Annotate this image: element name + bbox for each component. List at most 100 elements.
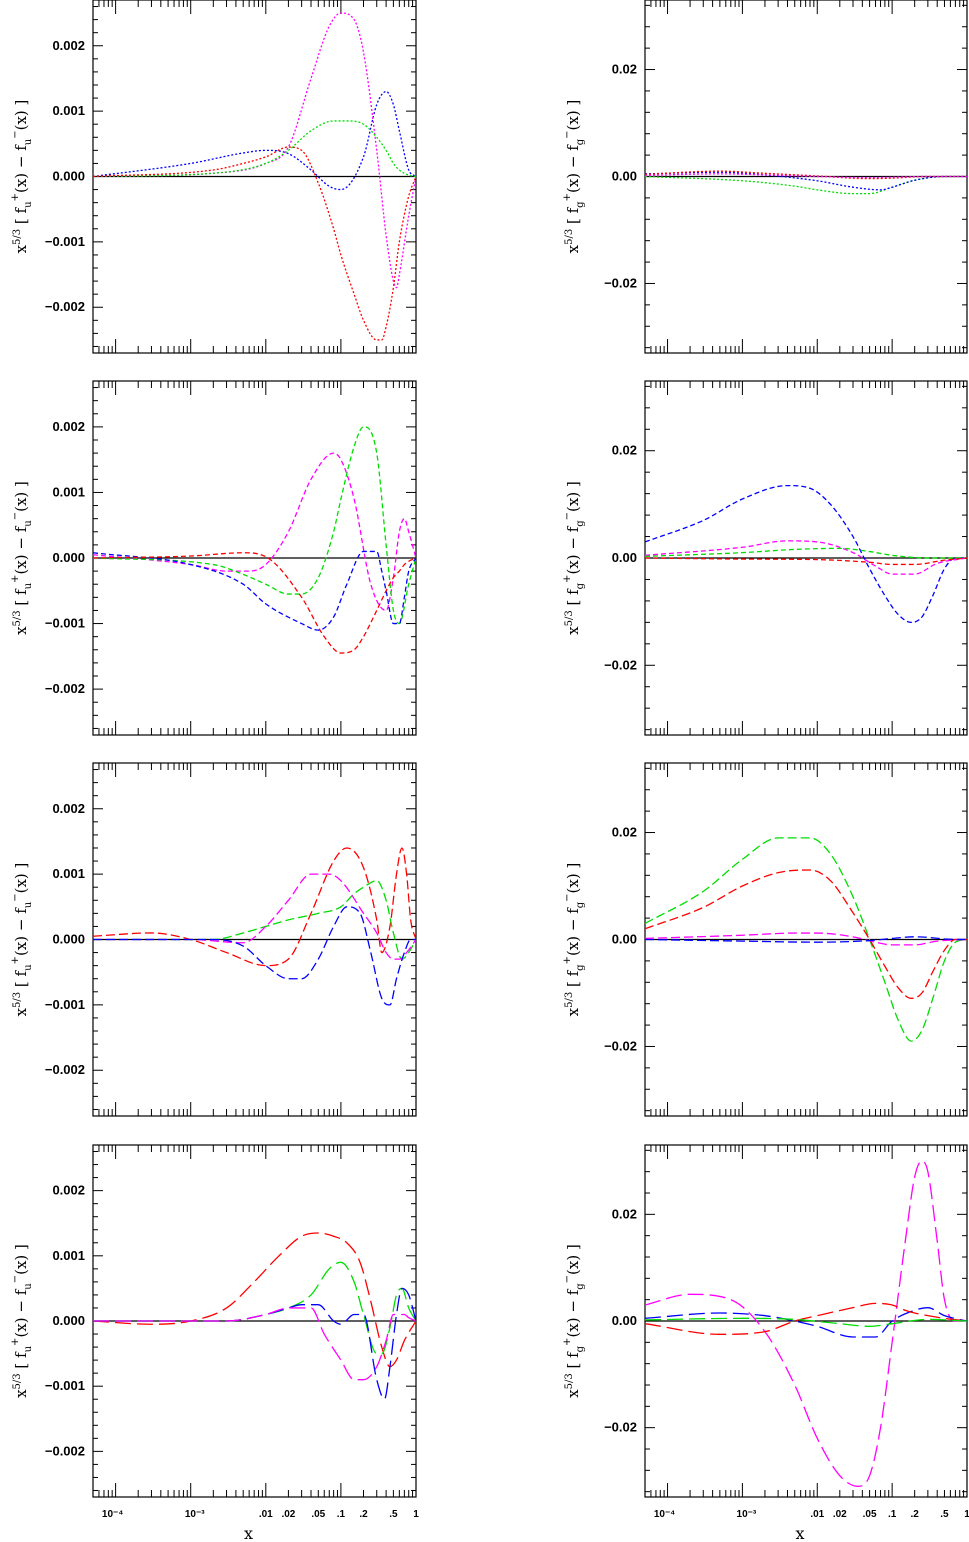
ylabel-part-sup: 5/3 (564, 229, 575, 245)
ylabel-part-sup2: + (10, 956, 21, 964)
series-line-blue (645, 484, 967, 624)
ylabel-part-sup2: + (10, 1338, 21, 1346)
x-tick-label: .5 (389, 1509, 398, 1520)
series-line-green (645, 837, 967, 1042)
series-line-green (93, 1261, 416, 1355)
y-tick-label: 0.000 (52, 1313, 85, 1328)
ylabel-part-pre: x (12, 1007, 30, 1016)
ylabel-part-mid: [ f (12, 588, 30, 610)
ylabel-part-sup: 5/3 (564, 610, 575, 626)
ylabel-part-post2: (x) ] (564, 1244, 582, 1275)
series-line-blue (93, 1287, 416, 1400)
ylabel-part-sup2: + (10, 575, 21, 583)
series-line-magenta (645, 932, 967, 946)
row3-left-ylabel: x5/3 [ fu+(x) − fu−(x) ] (10, 863, 34, 1017)
ylabel-part-post1: (x) − f (564, 907, 582, 956)
x-tick-label: .2 (359, 1509, 368, 1520)
ylabel-part-post1: (x) − f (12, 907, 30, 956)
y-tick-label: 0.002 (52, 801, 85, 816)
y-tick-label: −0.02 (604, 1420, 637, 1435)
ylabel-part-pre: x (12, 626, 30, 635)
series-line-red (93, 552, 416, 654)
ylabel-part-sub2: u (23, 138, 34, 145)
y-tick-label: −0.001 (45, 234, 85, 249)
ylabel-part-mid: [ f (564, 588, 582, 610)
y-tick-label: 0.02 (612, 443, 637, 458)
y-tick-label: −0.001 (45, 997, 85, 1012)
y-tick-label: −0.002 (45, 1062, 85, 1077)
row4-left-ylabel-text: x5/3 [ fu+(x) − fu−(x) ] (10, 1244, 34, 1398)
ylabel-part-post2: (x) ] (564, 481, 582, 512)
ylabel-part-sup: 5/3 (12, 992, 23, 1008)
ylabel-part-post2: (x) ] (12, 1244, 30, 1275)
x-tick-label: .1 (888, 1509, 897, 1520)
y-tick-label: 0.000 (52, 169, 85, 184)
ylabel-part-sub2: u (23, 901, 34, 908)
x-tick-label: 10⁻⁴ (654, 1509, 675, 1520)
series-line-blue (93, 906, 416, 1006)
row2-left-ylabel: x5/3 [ fu+(x) − fu−(x) ] (10, 481, 34, 635)
series-line-green (93, 880, 416, 960)
row1-left-ylabel: x5/3 [ fu+(x) − fu−(x) ] (10, 100, 34, 254)
y-tick-label: 0.00 (612, 169, 637, 184)
row1-right-ylabel: x5/3 [ fg+(x) − fg−(x) ] (562, 100, 586, 254)
series-line-red (93, 847, 416, 967)
ylabel-part-sub: g (575, 964, 586, 971)
x-tick-label: 10⁻³ (737, 1509, 757, 1520)
y-tick-label: 0.002 (52, 1183, 85, 1198)
ylabel-part-sub2: g (575, 520, 586, 527)
ylabel-part-sub: u (23, 1345, 34, 1352)
ylabel-part-sup2: + (10, 193, 21, 201)
row4-right-ylabel: x5/3 [ fg+(x) − fg−(x) ] (562, 1244, 586, 1398)
y-tick-label: 0.001 (52, 484, 85, 499)
ylabel-part-sub: g (575, 582, 586, 589)
ylabel-part-post2: (x) ] (564, 100, 582, 131)
ylabel-part-sub2: g (575, 138, 586, 145)
y-tick-label: −0.001 (45, 1378, 85, 1393)
ylabel-part-post1: (x) − f (564, 525, 582, 574)
x-axis-title: x (244, 1524, 253, 1542)
ylabel-part-sup2: + (562, 575, 573, 583)
ylabel-part-sup2: + (562, 1338, 573, 1346)
series-line-green (645, 547, 967, 559)
y-tick-label: −0.002 (45, 299, 85, 314)
ylabel-part-post1: (x) − f (12, 1288, 30, 1337)
ylabel-part-post1: (x) − f (564, 144, 582, 193)
series-line-green (645, 175, 967, 195)
ylabel-part-sup3: − (10, 1275, 21, 1283)
ylabel-part-sup3: − (10, 512, 21, 520)
row4-left-ylabel: x5/3 [ fu+(x) − fu−(x) ] (10, 1244, 34, 1398)
series-line-blue (645, 171, 967, 191)
y-tick-label: 0.00 (612, 1313, 637, 1328)
x-tick-label: .1 (337, 1509, 346, 1520)
series-line-green (645, 1317, 967, 1327)
row2-right-ylabel: x5/3 [ fg+(x) − fg−(x) ] (562, 481, 586, 635)
x-tick-label: .01 (259, 1509, 273, 1520)
ylabel-part-sub2: u (23, 520, 34, 527)
ylabel-part-sup3: − (562, 512, 573, 520)
y-tick-label: −0.001 (45, 616, 85, 631)
ylabel-part-pre: x (564, 1389, 582, 1398)
ylabel-part-pre: x (564, 626, 582, 635)
series-line-magenta (93, 1307, 416, 1381)
ylabel-part-mid: [ f (564, 1351, 582, 1373)
x-tick-label: .05 (311, 1509, 325, 1520)
ylabel-part-sub: g (575, 201, 586, 208)
row4-right-ylabel-text: x5/3 [ fg+(x) − fg−(x) ] (562, 1244, 586, 1398)
ylabel-part-sup: 5/3 (12, 229, 23, 245)
x-tick-label: .01 (810, 1509, 824, 1520)
series-line-green (93, 426, 416, 625)
ylabel-part-sup: 5/3 (564, 992, 575, 1008)
x-tick-label: 10⁻³ (185, 1509, 205, 1520)
ylabel-part-sup: 5/3 (12, 1373, 23, 1389)
x-tick-label: .5 (940, 1509, 949, 1520)
x-axis-title: x (795, 1524, 804, 1542)
series-line-magenta (645, 173, 967, 179)
y-tick-label: −0.02 (604, 275, 637, 290)
series-line-red (645, 170, 967, 180)
row3-right-ylabel: x5/3 [ fg+(x) − fg−(x) ] (562, 863, 586, 1017)
ylabel-part-sub2: g (575, 901, 586, 908)
